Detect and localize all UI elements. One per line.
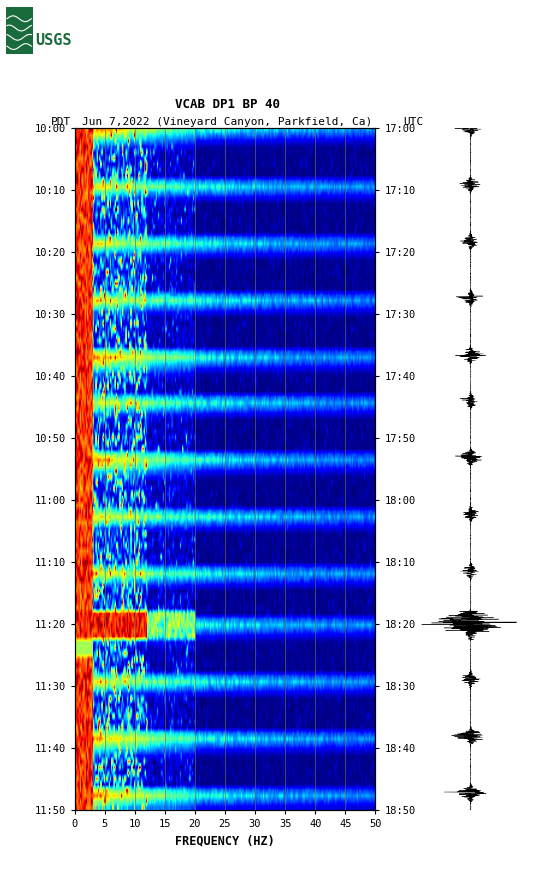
- X-axis label: FREQUENCY (HZ): FREQUENCY (HZ): [175, 835, 275, 847]
- Text: VCAB DP1 BP 40: VCAB DP1 BP 40: [175, 98, 280, 112]
- Text: Jun 7,2022 (Vineyard Canyon, Parkfield, Ca): Jun 7,2022 (Vineyard Canyon, Parkfield, …: [82, 117, 373, 127]
- Text: PDT: PDT: [51, 117, 71, 127]
- Text: USGS: USGS: [36, 33, 72, 48]
- Text: UTC: UTC: [403, 117, 423, 127]
- FancyBboxPatch shape: [6, 7, 33, 54]
